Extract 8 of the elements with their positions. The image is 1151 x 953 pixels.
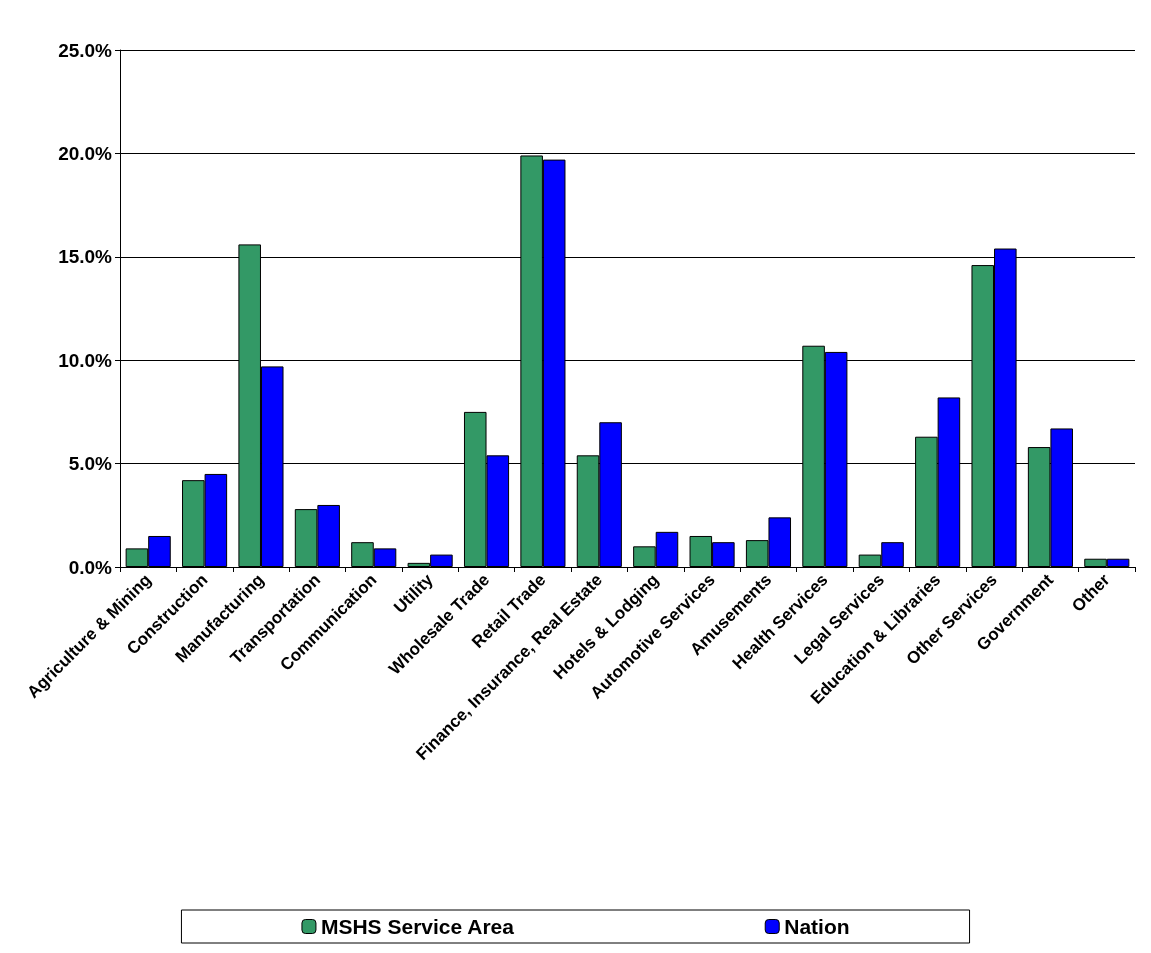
legend-label: Nation bbox=[784, 915, 850, 938]
y-tick-label: 25.0% bbox=[58, 39, 113, 61]
legend-label: MSHS Service Area bbox=[320, 915, 515, 938]
y-tick-label: 5.0% bbox=[68, 453, 113, 475]
y-tick-label: 0.0% bbox=[68, 556, 113, 578]
y-tick-label: 10.0% bbox=[58, 349, 113, 371]
y-tick-label: 15.0% bbox=[58, 246, 113, 268]
y-tick-label: 20.0% bbox=[58, 142, 113, 164]
